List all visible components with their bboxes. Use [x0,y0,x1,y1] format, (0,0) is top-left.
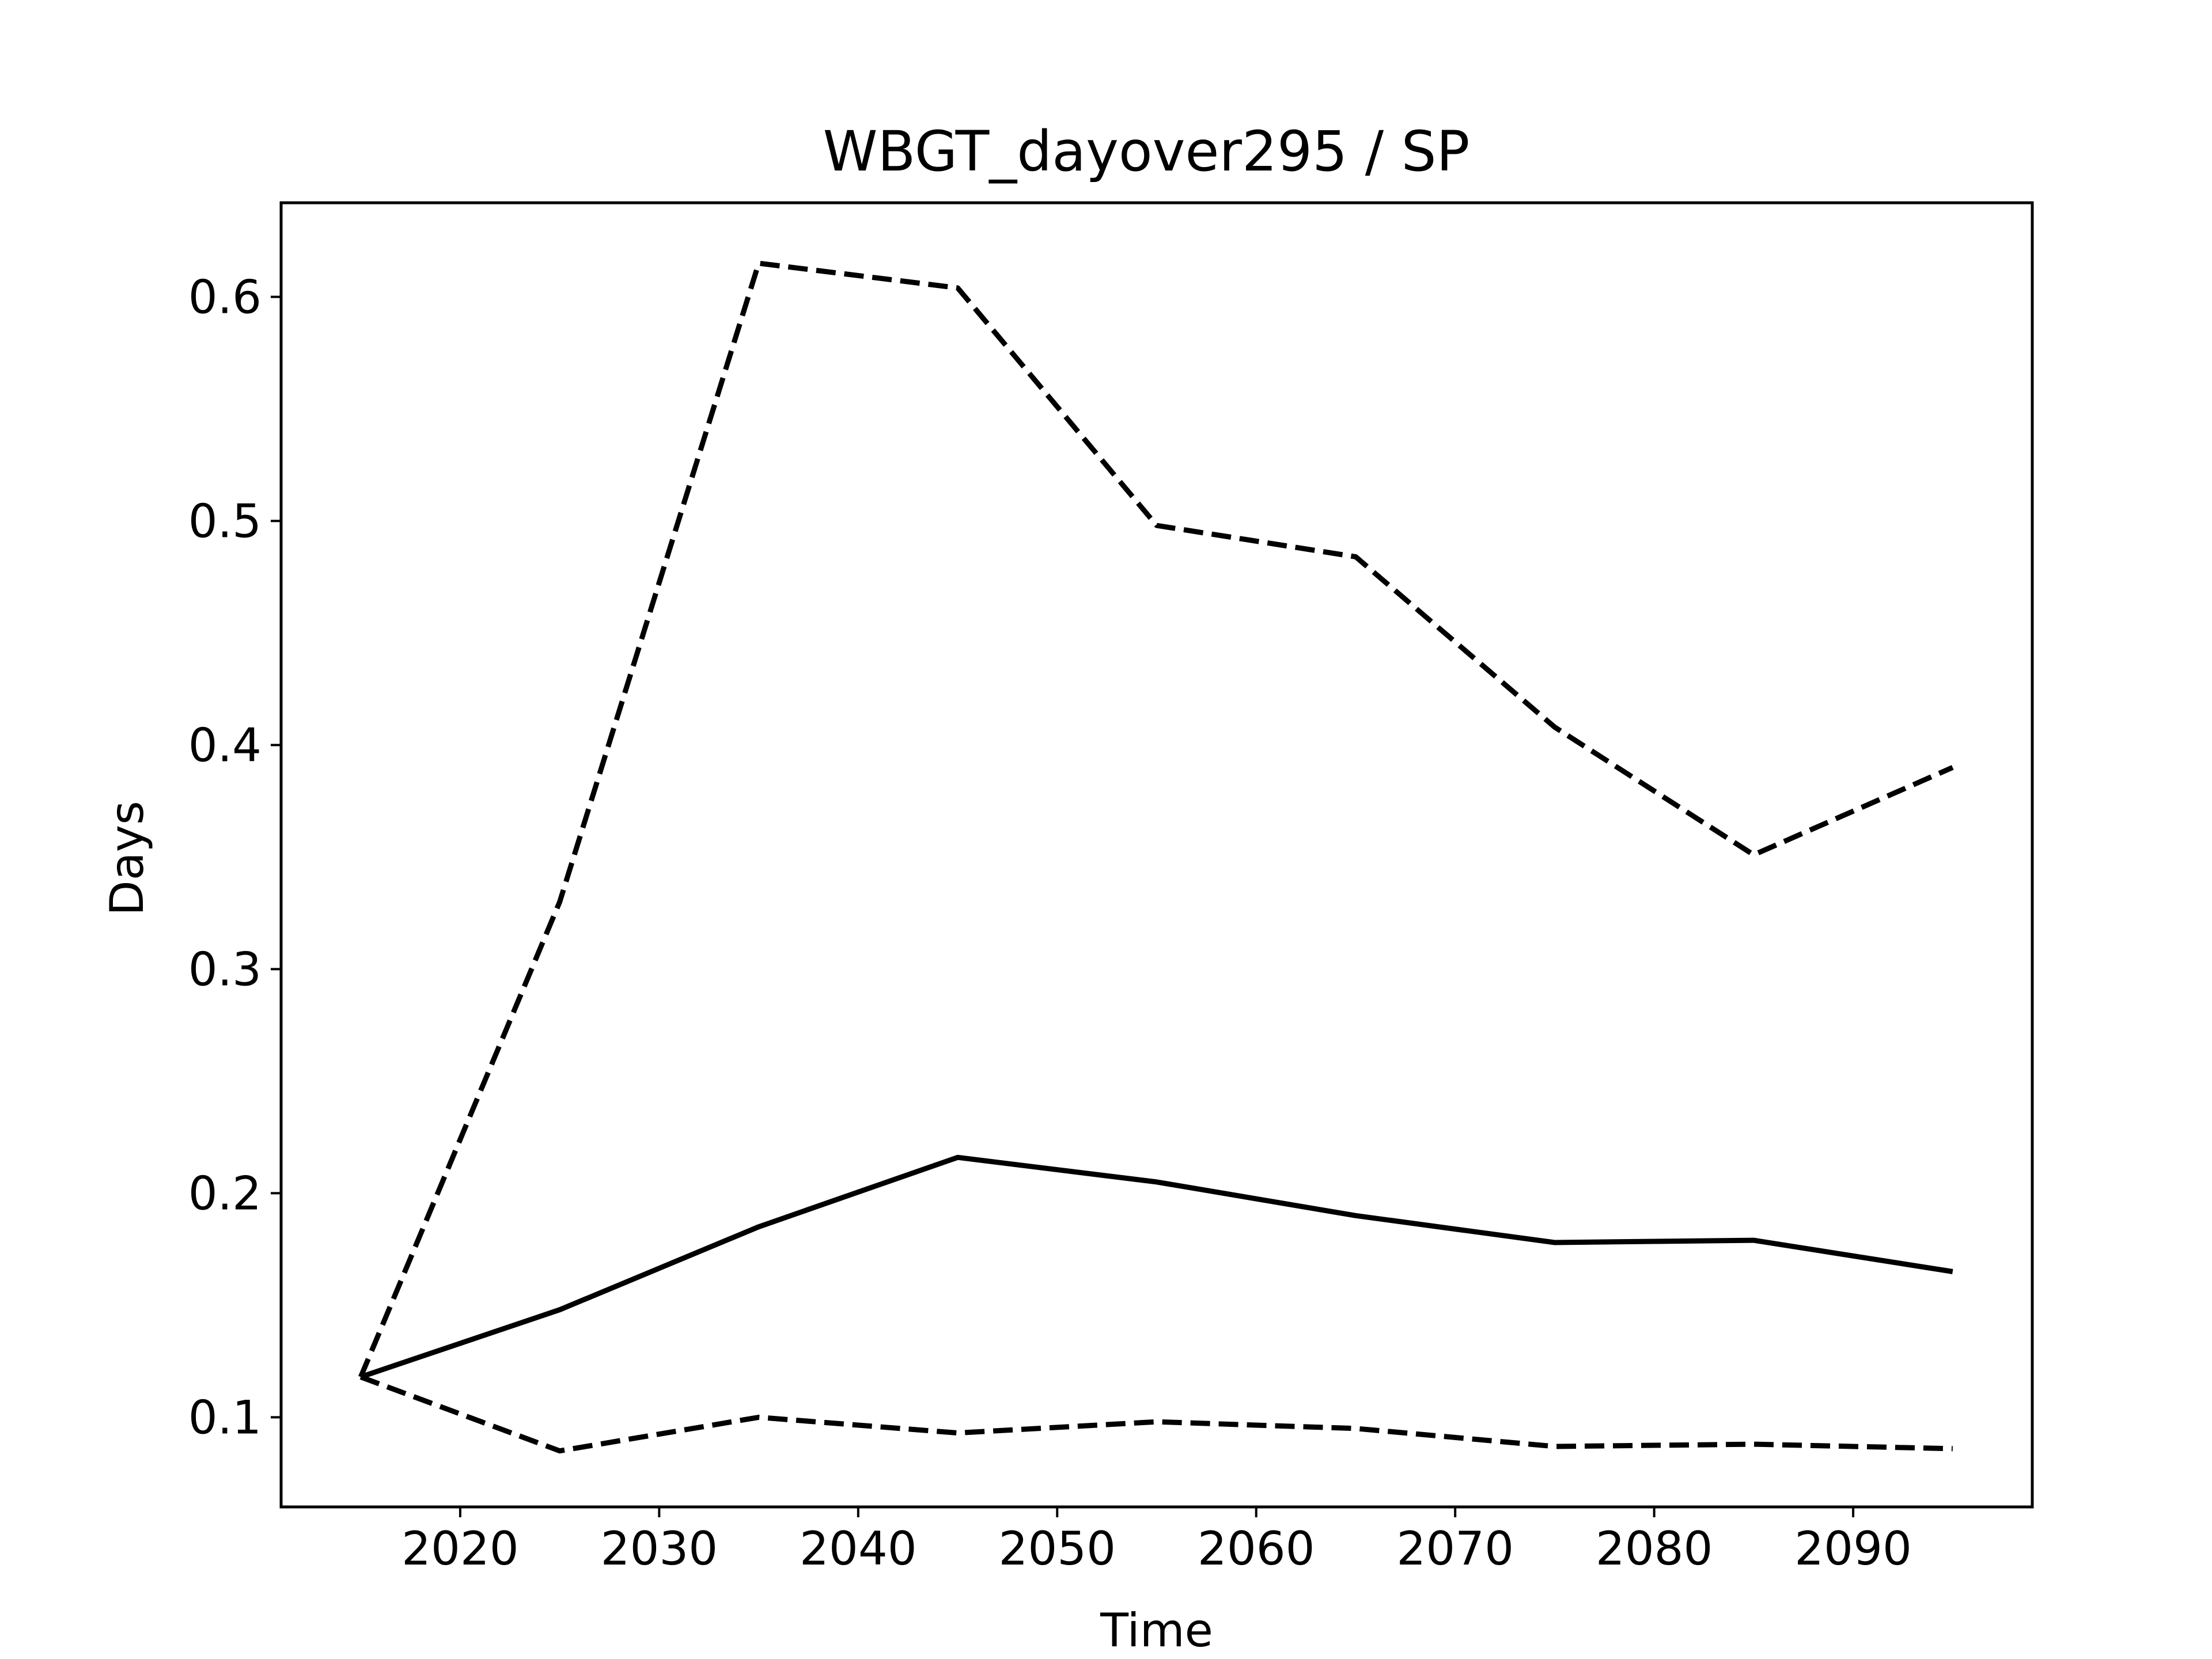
x-tick-label: 2050 [998,1522,1116,1575]
x-tick-label: 2080 [1596,1522,1713,1575]
series-line-2 [359,1154,1953,1380]
series-layer [358,260,1954,1454]
y-axis-label: Days [100,801,154,916]
y-tick-label: 0.2 [188,1166,262,1220]
x-tick-label: 2060 [1198,1522,1315,1575]
y-tick-label: 0.5 [188,494,262,548]
x-tick-label: 2070 [1396,1522,1514,1575]
x-tick-label: 2030 [601,1522,718,1575]
series-line-3 [359,1374,1953,1454]
y-axis-ticks: 0.1 0.2 0.3 0.4 0.5 0.6 [188,270,281,1444]
series-line-1 [358,260,1954,1378]
y-tick-label: 0.3 [188,942,262,996]
y-tick-label: 0.6 [188,270,262,324]
x-tick-label: 2020 [402,1522,519,1575]
x-axis-label: Time [1100,1604,1213,1657]
y-tick-label: 0.1 [188,1391,262,1444]
y-tick-label: 0.4 [188,718,262,772]
plot-frame [279,201,2034,1509]
x-axis-ticks: 2020 2030 2040 2050 2060 2070 2080 2090 [402,1507,1912,1575]
chart-title: WBGT_dayover295 / SP [823,119,1470,184]
x-tick-label: 2090 [1794,1522,1912,1575]
x-tick-label: 2040 [800,1522,917,1575]
